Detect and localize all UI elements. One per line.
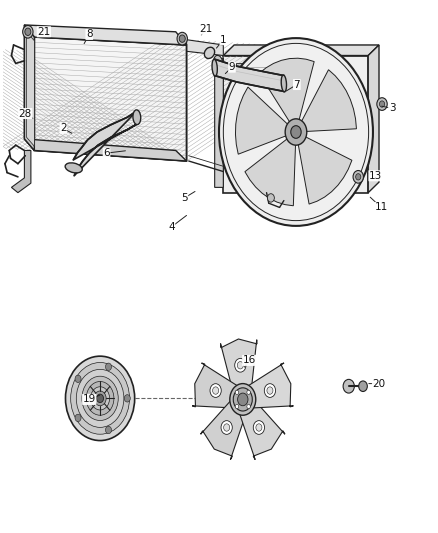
Circle shape: [124, 394, 131, 402]
Text: 11: 11: [374, 203, 388, 213]
Text: 16: 16: [243, 356, 256, 366]
Ellipse shape: [65, 163, 82, 173]
Circle shape: [25, 28, 31, 36]
Circle shape: [247, 390, 251, 394]
Text: 1: 1: [220, 35, 226, 45]
Polygon shape: [298, 136, 352, 204]
Circle shape: [86, 382, 114, 415]
Polygon shape: [192, 363, 237, 408]
Circle shape: [97, 394, 103, 402]
Polygon shape: [73, 111, 137, 176]
Polygon shape: [34, 37, 187, 161]
Polygon shape: [236, 87, 289, 154]
Ellipse shape: [212, 59, 217, 76]
Polygon shape: [25, 139, 187, 161]
Text: 8: 8: [86, 29, 92, 39]
Polygon shape: [236, 63, 305, 74]
Circle shape: [291, 126, 301, 139]
Circle shape: [267, 387, 273, 394]
Circle shape: [106, 426, 112, 434]
Text: 6: 6: [103, 148, 110, 158]
Circle shape: [285, 119, 307, 145]
Text: 21: 21: [199, 24, 213, 34]
Polygon shape: [25, 25, 34, 150]
Circle shape: [237, 361, 244, 369]
Circle shape: [256, 424, 262, 431]
Polygon shape: [259, 58, 314, 123]
Polygon shape: [301, 70, 357, 132]
Circle shape: [82, 376, 118, 421]
Circle shape: [343, 379, 354, 393]
Circle shape: [219, 38, 373, 226]
Circle shape: [179, 35, 185, 42]
Circle shape: [235, 390, 239, 394]
Text: 2: 2: [60, 123, 67, 133]
Circle shape: [212, 387, 219, 394]
Polygon shape: [201, 401, 246, 459]
Circle shape: [247, 405, 251, 409]
Circle shape: [253, 421, 265, 434]
Ellipse shape: [281, 75, 286, 92]
Circle shape: [66, 356, 134, 441]
Text: 20: 20: [372, 378, 385, 389]
Polygon shape: [25, 25, 187, 45]
Polygon shape: [11, 150, 31, 192]
Polygon shape: [221, 339, 257, 390]
Ellipse shape: [214, 55, 223, 68]
Circle shape: [94, 391, 106, 406]
Circle shape: [223, 43, 369, 221]
Circle shape: [235, 358, 246, 372]
Circle shape: [353, 171, 364, 183]
Circle shape: [76, 369, 124, 427]
Circle shape: [356, 174, 361, 180]
Circle shape: [177, 33, 187, 45]
Circle shape: [237, 393, 248, 406]
Text: 9: 9: [229, 62, 235, 72]
Text: 28: 28: [19, 109, 32, 118]
Polygon shape: [187, 39, 223, 55]
Circle shape: [75, 375, 81, 383]
Circle shape: [264, 384, 276, 398]
Ellipse shape: [205, 47, 215, 59]
Circle shape: [106, 363, 112, 370]
Polygon shape: [223, 45, 379, 55]
Polygon shape: [240, 401, 285, 459]
Text: 21: 21: [37, 27, 50, 37]
Polygon shape: [245, 138, 296, 206]
Circle shape: [75, 414, 81, 422]
Circle shape: [23, 26, 33, 38]
Polygon shape: [215, 58, 223, 188]
Polygon shape: [25, 25, 34, 150]
Circle shape: [233, 388, 252, 411]
Ellipse shape: [133, 110, 141, 125]
Circle shape: [224, 424, 230, 431]
Circle shape: [377, 98, 387, 110]
Polygon shape: [223, 55, 368, 192]
Circle shape: [210, 384, 221, 398]
Text: 3: 3: [389, 103, 395, 114]
Circle shape: [379, 101, 385, 107]
Circle shape: [221, 421, 232, 434]
Text: 7: 7: [293, 79, 300, 90]
Circle shape: [235, 405, 239, 409]
Circle shape: [91, 387, 110, 410]
Text: 13: 13: [369, 171, 382, 181]
Circle shape: [230, 384, 256, 415]
Circle shape: [359, 381, 367, 392]
Text: 19: 19: [83, 394, 96, 405]
Polygon shape: [249, 363, 293, 408]
Polygon shape: [368, 45, 379, 192]
Text: 5: 5: [181, 193, 188, 203]
Polygon shape: [27, 32, 34, 146]
Text: 4: 4: [168, 222, 175, 232]
Polygon shape: [215, 59, 284, 91]
Circle shape: [71, 362, 130, 434]
Circle shape: [268, 193, 274, 202]
